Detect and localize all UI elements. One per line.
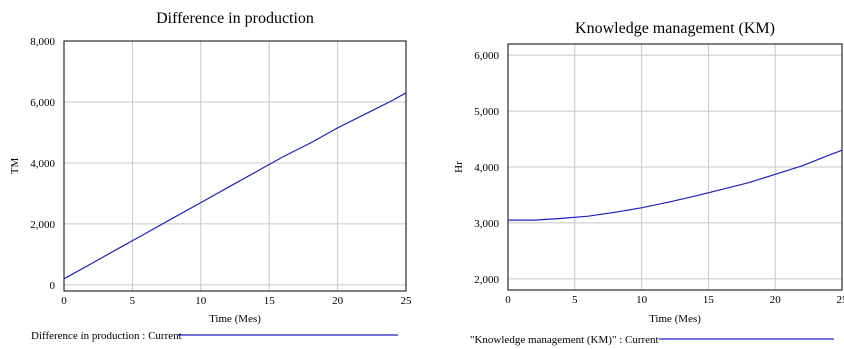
plot-frame [507, 43, 843, 291]
series-line [508, 149, 843, 221]
y-tick-label: 8,000 [30, 36, 55, 48]
y-tick-label: 5,000 [474, 106, 499, 118]
chart-knowledge-management: Knowledge management (KM) 0 5 10 15 20 25 2,000… [453, 20, 844, 346]
y-tick-label: 0 [50, 280, 56, 292]
legend-label: Difference in production : Current [31, 330, 182, 342]
y-tick-label: 4,000 [30, 158, 55, 170]
chart-title: Knowledge management (KM) [575, 20, 775, 37]
y-tick-label: 6,000 [474, 50, 499, 62]
y-axis-label: Hr [453, 161, 465, 173]
y-tick-label: 4,000 [474, 162, 499, 174]
plot-frame [63, 40, 407, 292]
chart-difference-in-production: Difference in production 0 5 10 15 20 25 0 2,000… [9, 10, 412, 342]
chart-title: Difference in production [156, 10, 314, 27]
x-tick-label: 20 [332, 295, 344, 307]
legend-label: "Knowledge management (KM)" : Current [470, 334, 659, 346]
y-tick-label: 2,000 [474, 274, 499, 286]
x-axis-label: Time (Mes) [209, 313, 261, 325]
x-tick-label: 0 [505, 294, 511, 306]
x-tick-label: 25 [401, 295, 413, 307]
x-tick-label: 10 [636, 294, 648, 306]
y-axis-label: TM [9, 158, 21, 175]
series-line [63, 92, 407, 280]
x-tick-label: 5 [572, 294, 578, 306]
x-tick-label: 20 [770, 294, 782, 306]
y-tick-label: 6,000 [30, 97, 55, 109]
x-tick-label: 15 [703, 294, 715, 306]
x-axis-label: Time (Mes) [649, 313, 701, 325]
y-tick-label: 2,000 [30, 219, 55, 231]
x-tick-label: 10 [195, 295, 207, 307]
x-tick-label: 15 [264, 295, 276, 307]
y-tick-label: 3,000 [474, 218, 499, 230]
x-tick-label: 25 [837, 294, 844, 306]
x-tick-label: 0 [61, 295, 67, 307]
x-tick-label: 5 [130, 295, 136, 307]
